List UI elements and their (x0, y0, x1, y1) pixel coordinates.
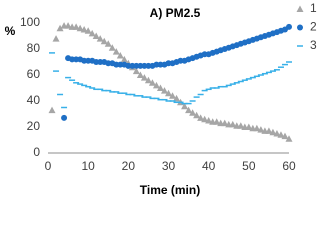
marker-triangle (253, 124, 261, 132)
marker-triangle (80, 26, 88, 33)
legend-marker (297, 24, 303, 31)
marker-triangle (229, 120, 237, 128)
legend-label: 3 (310, 38, 317, 52)
y-axis-label: % (5, 24, 16, 38)
marker-triangle (269, 128, 277, 136)
marker-triangle (257, 126, 265, 133)
marker-triangle (100, 37, 108, 45)
marker-triangle (165, 89, 172, 97)
marker-triangle (156, 84, 164, 91)
marker-triangle (64, 22, 72, 29)
y-tick-label: 100 (20, 15, 40, 29)
marker-triangle (173, 94, 181, 102)
marker-triangle (237, 122, 245, 129)
x-tick-label: 40 (202, 159, 216, 173)
x-tick-label: 10 (81, 159, 95, 173)
marker-triangle (116, 52, 124, 59)
marker-triangle (189, 109, 197, 116)
marker-circle (286, 23, 292, 30)
chart: A) PM2.5 % Time (min) 0 20 40 60 80 100 0 10 20 3… (5, 1, 317, 197)
marker-triangle (285, 135, 293, 142)
marker-triangle (213, 118, 221, 125)
marker-triangle (185, 106, 193, 114)
marker-triangle (148, 79, 156, 86)
legend-label: 1 (310, 1, 317, 15)
chart-title: A) PM2.5 (150, 6, 201, 20)
marker-triangle (88, 29, 96, 37)
marker-triangle (144, 76, 152, 84)
marker-triangle (136, 71, 144, 78)
marker-triangle (201, 115, 209, 123)
marker-triangle (52, 35, 60, 42)
marker-triangle (265, 127, 273, 134)
marker-triangle (245, 123, 253, 130)
x-tick-label: 30 (162, 159, 176, 173)
marker-triangle (120, 55, 128, 63)
x-tick-label: 0 (45, 159, 52, 173)
marker-triangle (104, 40, 112, 47)
y-tick-label: 20 (27, 119, 41, 133)
marker-triangle (160, 87, 168, 94)
marker-triangle (76, 24, 84, 32)
marker-triangle (205, 117, 213, 124)
marker-triangle (108, 44, 116, 51)
marker-triangle (277, 131, 285, 138)
x-tick-label: 60 (282, 159, 296, 173)
marker-triangle (92, 32, 100, 39)
y-tick-label: 40 (27, 93, 41, 107)
marker-triangle (181, 102, 189, 110)
marker-triangle (169, 92, 177, 99)
y-tick-label: 0 (33, 145, 40, 159)
legend-label: 2 (310, 20, 317, 34)
marker-triangle (273, 130, 281, 137)
marker-triangle (132, 67, 140, 75)
marker-triangle (281, 132, 289, 140)
marker-triangle (221, 119, 229, 127)
marker-triangle (48, 106, 56, 114)
y-tick-label: 80 (27, 41, 41, 55)
marker-triangle (72, 23, 80, 30)
marker-triangle (140, 74, 148, 81)
marker-triangle (152, 81, 160, 89)
legend-marker (296, 5, 304, 12)
marker-triangle (96, 35, 104, 42)
marker-triangle (84, 27, 92, 34)
x-tick-label: 20 (122, 159, 136, 173)
marker-triangle (193, 111, 201, 119)
y-tick-label: 60 (27, 67, 41, 81)
marker-circle (61, 114, 68, 121)
x-axis-label: Time (min) (140, 183, 200, 197)
x-tick-label: 50 (242, 159, 256, 173)
marker-triangle (197, 114, 205, 121)
marker-triangle (112, 48, 120, 55)
marker-triangle (56, 24, 64, 32)
